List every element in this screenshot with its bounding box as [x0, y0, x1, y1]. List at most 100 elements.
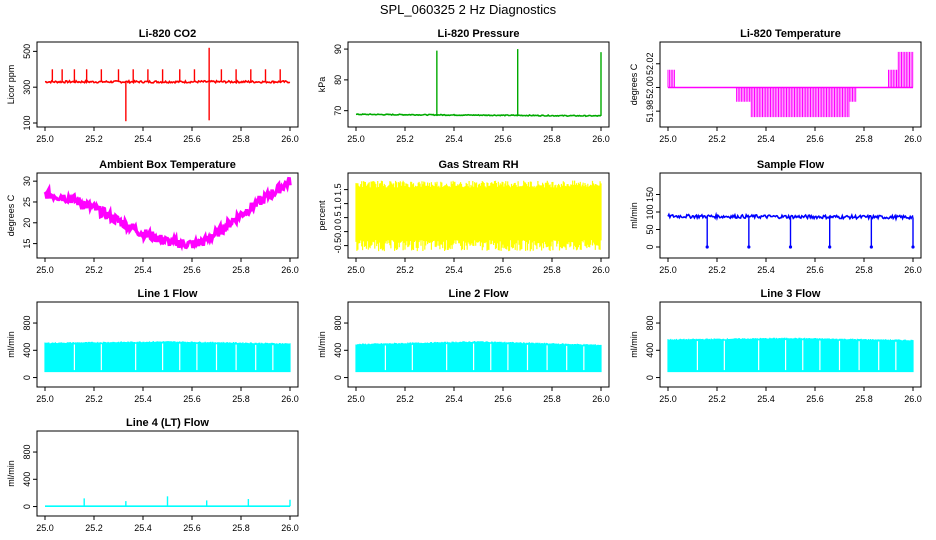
x-tick-label: 26.0 [281, 134, 299, 144]
y-tick-label: 25 [22, 197, 32, 207]
y-tick-label: 100 [645, 204, 655, 219]
x-tick-label: 25.4 [757, 134, 775, 144]
chart-line1-flow: Line 1 Flow 25.0 25.2 25.4 25.6 25.8 26.0 0 400 8… [6, 288, 299, 404]
chart-title: Line 3 Flow [761, 288, 821, 300]
spike-point-5 [911, 245, 915, 249]
x-tick-label: 25.8 [543, 134, 561, 144]
x-tick-label: 25.2 [708, 134, 726, 144]
chart-title: Ambient Box Temperature [99, 159, 236, 171]
y-tick-label: 0 [333, 375, 343, 380]
x-tick-label: 25.6 [183, 265, 201, 275]
y-tick-label: 1.5 [333, 183, 343, 196]
figure-title: SPL_060325 2 Hz Diagnostics [379, 2, 557, 17]
x-tick-label: 25.4 [757, 394, 775, 404]
x-tick-label: 26.0 [281, 265, 299, 275]
x-tick-label: 25.2 [85, 523, 103, 533]
band-1 [736, 87, 752, 102]
y-axis-label: percent [317, 200, 327, 231]
x-tick-label: 25.2 [396, 265, 414, 275]
y-axis-label: ml/min [317, 331, 327, 358]
x-tick-label: 25.6 [806, 134, 824, 144]
chart-title: Li-820 Pressure [438, 28, 520, 40]
x-tick-label: 25.8 [855, 134, 873, 144]
spike-point-4 [869, 245, 873, 249]
x-tick-label: 25.4 [134, 265, 152, 275]
y-tick-label: 20 [22, 218, 32, 228]
spike-point-3 [828, 245, 832, 249]
y-axis-label: ml/min [629, 202, 639, 229]
x-tick-label: 25.0 [36, 265, 54, 275]
chart-title: Li-820 CO2 [139, 28, 196, 40]
x-tick-label: 25.6 [494, 134, 512, 144]
x-tick-label: 25.2 [708, 394, 726, 404]
chart-pressure: Li-820 Pressure 25.0 25.2 25.4 25.6 25.8 26.0 7… [317, 28, 610, 144]
spike-point-2 [788, 245, 793, 249]
plot-frame [36, 172, 299, 259]
y-axis-label: degrees C [6, 194, 16, 236]
y-tick-label: -0.5 [333, 238, 343, 254]
x-tick-label: 25.0 [659, 394, 677, 404]
y-tick-label: 80 [333, 75, 343, 85]
y-axis-label: kPa [317, 77, 327, 93]
y-tick-label: 150 [645, 187, 655, 202]
x-tick-label: 25.6 [183, 523, 201, 533]
y-axis-label: ml/min [6, 331, 16, 358]
chart-line2-flow: Line 2 Flow 25.0 25.2 25.4 25.6 25.8 26.0 0 400 8… [317, 288, 610, 404]
plot-frame [659, 41, 922, 128]
x-tick-label: 25.2 [396, 134, 414, 144]
x-tick-label: 26.0 [592, 394, 610, 404]
plot-frame [659, 301, 922, 388]
y-axis-label: degrees C [629, 63, 639, 105]
chart-co2: Li-820 CO2 25.0 25.2 25.4 25.6 25.8 26.0 100 300… [6, 28, 299, 144]
plot-area [667, 211, 915, 249]
chart-sample-flow: Sample Flow 25.0 25.2 25.4 25.6 25.8 26.0 0 50 10… [629, 159, 922, 275]
x-tick-label: 25.6 [183, 394, 201, 404]
x-tick-label: 25.2 [85, 134, 103, 144]
y-tick-label: 15 [22, 239, 32, 249]
series-0-band [667, 337, 914, 373]
x-tick-label: 25.2 [396, 394, 414, 404]
x-tick-label: 25.4 [445, 134, 463, 144]
x-tick-label: 25.4 [134, 134, 152, 144]
x-tick-label: 25.6 [494, 394, 512, 404]
chart-title: Li-820 Temperature [740, 28, 841, 40]
y-axis-label: ml/min [6, 460, 16, 487]
plot-area [44, 341, 291, 373]
chart-title: Gas Stream RH [438, 159, 518, 171]
y-tick-label: 90 [333, 44, 343, 54]
y-tick-label: 800 [22, 445, 32, 460]
band-3 [848, 87, 857, 102]
band-5 [897, 51, 914, 88]
y-tick-label: 50 [645, 224, 655, 234]
x-tick-label: 25.6 [806, 394, 824, 404]
chart-title: Line 1 Flow [138, 288, 198, 300]
y-tick-label: 52.02 [645, 53, 655, 76]
series-0-band [44, 341, 291, 373]
series-0-band [355, 341, 602, 373]
x-tick-label: 25.0 [347, 394, 365, 404]
y-tick-label: 0 [645, 375, 655, 380]
plot-area [355, 49, 602, 118]
plot-frame [36, 430, 299, 517]
x-tick-label: 25.4 [757, 265, 775, 275]
x-tick-label: 25.0 [659, 265, 677, 275]
y-axis-label: Licor ppm [6, 65, 16, 105]
y-tick-label: 800 [22, 316, 32, 331]
series-0-band [355, 180, 602, 252]
x-tick-label: 25.8 [232, 134, 250, 144]
x-tick-label: 25.6 [494, 265, 512, 275]
chart-title: Line 2 Flow [449, 288, 509, 300]
plot-area [667, 51, 914, 118]
x-tick-label: 25.8 [855, 394, 873, 404]
x-tick-label: 25.2 [85, 265, 103, 275]
chart-line4-flow: Line 4 (LT) Flow 25.0 25.2 25.4 25.6 25.8 26.0… [6, 417, 299, 533]
x-tick-label: 25.8 [232, 523, 250, 533]
x-tick-label: 25.6 [183, 134, 201, 144]
x-tick-label: 25.4 [445, 265, 463, 275]
y-axis-label: ml/min [629, 331, 639, 358]
x-tick-label: 25.8 [232, 394, 250, 404]
x-tick-label: 25.8 [855, 265, 873, 275]
x-tick-label: 26.0 [904, 134, 922, 144]
y-tick-label: 0.0 [333, 225, 343, 238]
x-tick-label: 25.2 [85, 394, 103, 404]
